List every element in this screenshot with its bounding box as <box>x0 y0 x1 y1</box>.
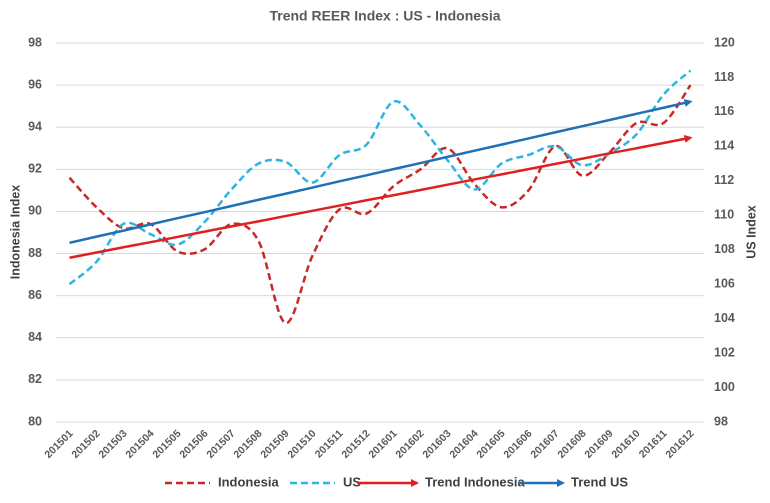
legend-label: Trend Indonesia <box>425 474 525 489</box>
series-line <box>69 99 693 245</box>
x-tick-label: 201603 <box>420 428 453 461</box>
legend-label: US <box>343 474 361 489</box>
x-tick-label: 201503 <box>96 428 129 461</box>
y2-tick-label: 106 <box>714 276 735 290</box>
y2-tick-label: 102 <box>714 345 735 359</box>
y-tick-label: 96 <box>28 77 42 91</box>
y2-tick-label: 104 <box>714 311 735 325</box>
x-tick-label: 201501 <box>42 428 75 461</box>
y2-tick-label: 108 <box>714 242 735 256</box>
y2-tick-label: 110 <box>714 208 734 222</box>
series-line <box>69 134 693 259</box>
y2-axis-title: US Index <box>744 205 758 259</box>
x-tick-label: 201502 <box>69 428 102 461</box>
legend-label: Trend US <box>571 474 628 489</box>
series-line <box>68 69 692 286</box>
y2-tick-label: 118 <box>714 70 734 84</box>
chart-title: Trend REER Index : US - Indonesia <box>269 8 500 24</box>
x-tick-label: 201607 <box>528 428 561 461</box>
x-tick-label: 201511 <box>313 428 346 461</box>
x-tick-label: 201509 <box>258 428 291 461</box>
x-tick-label: 201606 <box>501 428 534 461</box>
y-tick-label: 88 <box>28 246 42 260</box>
x-tick-label: 201602 <box>393 428 426 461</box>
y2-tick-label: 116 <box>714 104 734 118</box>
y2-tick-label: 120 <box>714 35 735 49</box>
y2-tick-label: 100 <box>714 380 735 394</box>
y-tick-label: 84 <box>28 330 42 344</box>
x-tick-label: 201506 <box>177 428 210 461</box>
y2-tick-label: 98 <box>714 414 728 428</box>
x-tick-label: 201604 <box>447 428 480 461</box>
x-tick-label: 201504 <box>123 428 156 461</box>
x-tick-label: 201508 <box>231 428 264 461</box>
y-tick-label: 86 <box>28 288 42 302</box>
y-tick-label: 92 <box>28 162 42 176</box>
y-tick-label: 98 <box>28 35 42 49</box>
x-tick-label: 201610 <box>609 428 642 461</box>
y2-tick-label: 114 <box>714 139 734 153</box>
x-tick-label: 201601 <box>366 428 399 461</box>
x-tick-label: 201605 <box>474 428 507 461</box>
x-tick-label: 201612 <box>663 428 696 461</box>
x-tick-label: 201507 <box>204 428 237 461</box>
x-tick-label: 201611 <box>637 428 670 461</box>
y-tick-label: 80 <box>28 414 42 428</box>
x-tick-label: 201512 <box>339 428 372 461</box>
x-tick-label: 201510 <box>285 428 318 461</box>
y-tick-label: 90 <box>28 204 42 218</box>
x-tick-label: 201608 <box>555 428 588 461</box>
y-tick-label: 82 <box>28 372 42 386</box>
x-tick-label: 201505 <box>150 428 183 461</box>
legend-label: Indonesia <box>218 474 279 489</box>
y2-tick-label: 112 <box>714 173 734 187</box>
y-tick-label: 94 <box>28 120 42 134</box>
series-line <box>68 84 692 325</box>
y-axis-title: Indonesia Index <box>8 185 22 280</box>
x-tick-label: 201609 <box>582 428 615 461</box>
